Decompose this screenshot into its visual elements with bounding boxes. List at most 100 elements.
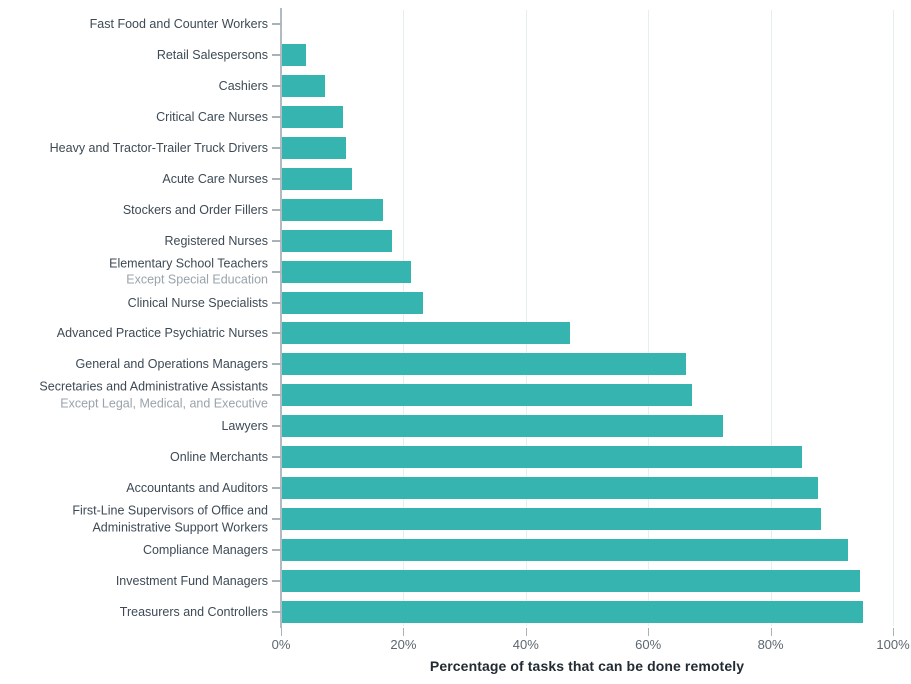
bar	[282, 600, 864, 623]
bar	[282, 105, 344, 128]
y-axis-tick	[272, 146, 281, 149]
category-label-line1: Elementary School Teachers	[109, 256, 268, 271]
gridline	[403, 10, 405, 626]
bar	[282, 229, 393, 252]
category-label-line1: Secretaries and Administrative Assistant…	[39, 379, 268, 394]
y-axis-tick	[272, 580, 281, 583]
category-label: Lawyers	[0, 418, 268, 435]
bar	[282, 508, 821, 531]
bar	[282, 136, 347, 159]
bar	[282, 322, 570, 345]
gridline	[893, 10, 894, 626]
x-axis-title: Percentage of tasks that can be done rem…	[429, 658, 745, 674]
bar	[282, 167, 353, 190]
category-label-line1: Investment Fund Managers	[115, 573, 268, 588]
bar	[282, 570, 861, 593]
y-axis-tick	[272, 456, 281, 459]
bar	[282, 260, 411, 283]
x-tick-label: 20%	[390, 637, 417, 652]
category-label-line1: Fast Food and Counter Workers	[89, 16, 268, 31]
y-axis-tick	[272, 23, 281, 25]
y-axis-tick	[272, 332, 281, 335]
category-label: Advanced Practice Psychiatric Nurses	[0, 325, 268, 342]
category-label-line1: First-Line Supervisors of Office and	[72, 503, 268, 518]
category-label: Heavy and Tractor-Trailer Truck Drivers	[0, 140, 268, 157]
x-axis-tick	[281, 628, 282, 636]
x-tick-label: 60%	[635, 637, 662, 652]
y-axis-tick	[272, 610, 281, 613]
category-label-line2: Administrative Support Workers	[92, 520, 268, 535]
category-label-line1: Acute Care Nurses	[162, 171, 268, 186]
category-label: Elementary School Teachers Except Special…	[0, 255, 268, 288]
bar	[282, 539, 849, 562]
bar	[282, 74, 325, 97]
category-label-line1: Accountants and Auditors	[126, 480, 268, 495]
category-label-line1: Treasurers and Controllers	[119, 604, 268, 619]
x-axis-tick	[403, 628, 405, 636]
y-axis-tick	[272, 177, 281, 180]
category-label-line1: Registered Nurses	[164, 233, 268, 248]
gridline	[648, 10, 650, 626]
x-axis-tick	[648, 628, 650, 636]
y-axis-line	[280, 8, 282, 628]
gridline	[525, 10, 527, 626]
x-tick-label: 40%	[512, 637, 539, 652]
bar	[282, 291, 423, 314]
category-label: Treasurers and Controllers	[0, 604, 268, 621]
category-label: Online Merchants	[0, 449, 268, 466]
category-label-line1: Compliance Managers	[142, 542, 268, 557]
category-label: Fast Food and Counter Workers	[0, 16, 268, 33]
y-axis-tick	[272, 394, 281, 397]
category-label-line1: Heavy and Tractor-Trailer Truck Drivers	[49, 140, 268, 155]
category-label-line1: Stockers and Order Fillers	[122, 202, 268, 217]
x-tick-label: 0%	[271, 637, 291, 652]
y-axis-tick	[272, 549, 281, 552]
category-label: Clinical Nurse Specialists	[0, 294, 268, 311]
category-label-line2: Except Special Education	[126, 272, 268, 287]
bar	[282, 415, 723, 438]
category-label: Registered Nurses	[0, 232, 268, 249]
y-axis-tick	[272, 84, 281, 87]
y-axis-tick	[272, 270, 281, 273]
bar	[282, 384, 693, 407]
category-label: Cashiers	[0, 78, 268, 95]
category-label-line1: Cashiers	[218, 78, 268, 93]
gridline	[770, 10, 772, 626]
category-label-line1: Critical Care Nurses	[156, 109, 268, 124]
category-label-line2: Except Legal, Medical, and Executive	[60, 396, 268, 411]
category-label: General and Operations Managers	[0, 356, 268, 373]
y-axis-tick	[272, 363, 281, 366]
category-label: Secretaries and Administrative Assistant…	[0, 379, 268, 412]
bar	[282, 446, 803, 469]
y-axis-tick	[272, 53, 281, 56]
y-axis-tick	[272, 208, 281, 211]
category-label: Acute Care Nurses	[0, 170, 268, 187]
bar	[282, 198, 383, 221]
category-label: Compliance Managers	[0, 542, 268, 559]
x-axis-tick	[525, 628, 527, 636]
y-axis-tick	[272, 425, 281, 428]
x-axis-tick	[893, 628, 894, 636]
category-label-line1: Advanced Practice Psychiatric Nurses	[56, 326, 268, 341]
x-tick-label: 100%	[876, 637, 910, 652]
category-label-line1: Online Merchants	[170, 450, 268, 464]
category-label: Critical Care Nurses	[0, 109, 268, 126]
bar	[282, 477, 818, 500]
y-axis-tick	[272, 487, 281, 490]
bar	[282, 353, 686, 376]
y-axis-tick	[272, 239, 281, 242]
y-axis-tick	[272, 301, 281, 304]
bar	[282, 43, 307, 66]
category-label: Investment Fund Managers	[0, 573, 268, 590]
y-axis-tick	[272, 518, 281, 521]
category-label: Retail Salespersons	[0, 47, 268, 64]
x-tick-label: 80%	[757, 637, 784, 652]
category-label: Accountants and Auditors	[0, 480, 268, 497]
category-label: First-Line Supervisors of Office and Admi…	[0, 503, 268, 536]
category-label-line1: Clinical Nurse Specialists	[127, 295, 268, 310]
category-label-line1: General and Operations Managers	[75, 357, 268, 372]
x-axis-tick	[770, 628, 772, 636]
category-label-line1: Retail Salespersons	[156, 47, 268, 62]
y-axis-tick	[272, 115, 281, 118]
